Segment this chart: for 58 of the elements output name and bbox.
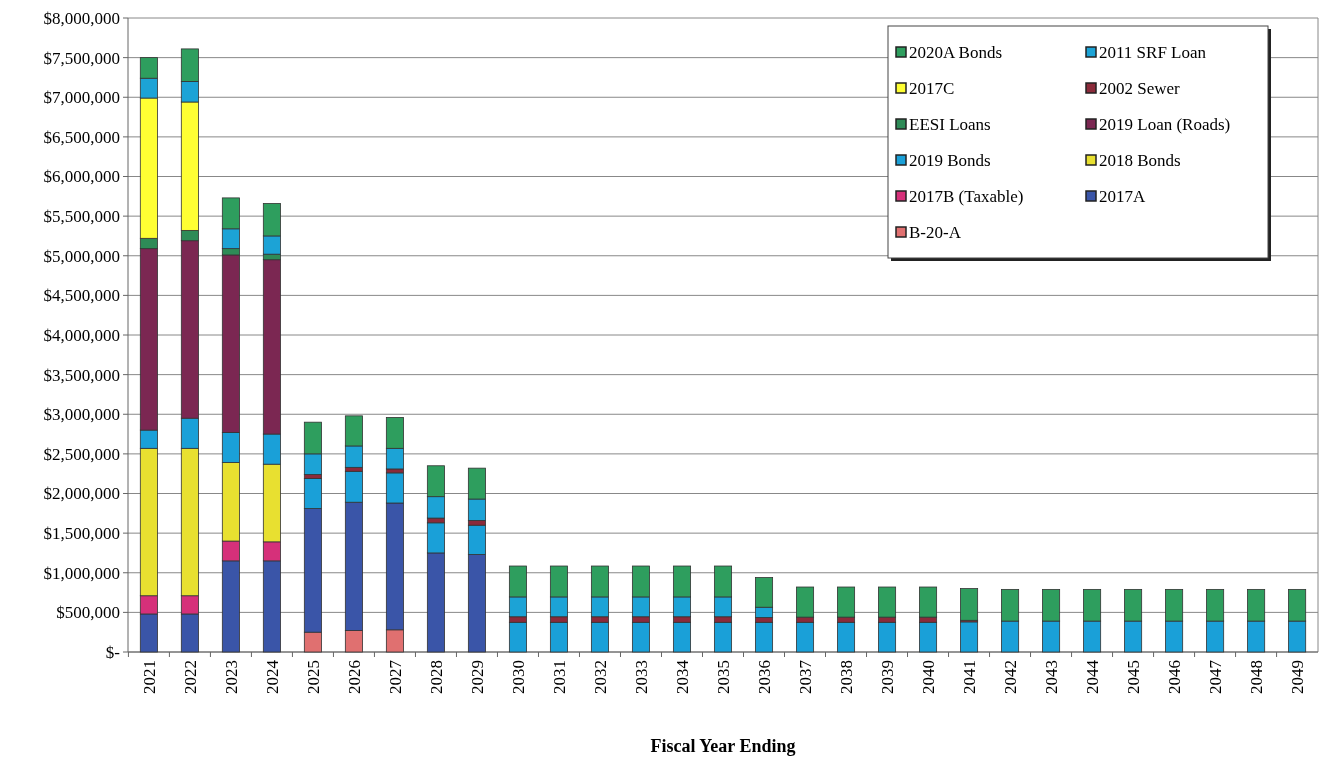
x-tick-label: 2031 [549,660,569,694]
legend-label: 2017A [1099,186,1146,206]
x-tick-label: 2026 [344,660,364,694]
x-tick-label: 2048 [1247,660,1267,694]
x-tick-label: 2023 [221,660,241,694]
legend-label: 2019 Loan (Roads) [1099,114,1231,134]
x-tick-label: 2032 [590,660,610,694]
y-tick-label: $6,000,000 [43,167,120,187]
x-tick-label: 2035 [714,660,733,694]
x-tick-label: 2022 [180,660,200,694]
x-tick-label: 2043 [1042,660,1062,694]
x-tick-label: 2029 [467,660,487,694]
legend-label: EESI Loans [909,114,991,134]
x-tick-label: 2024 [262,659,282,694]
legend-label: 2002 Sewer [1099,78,1181,98]
legend-label: 2018 Bonds [1099,150,1181,170]
x-tick-label: 2037 [796,659,816,694]
x-tick-label: 2049 [1288,660,1308,694]
legend-label: 2011 SRF Loan [1099,42,1207,62]
y-tick-label: $8,000,000 [43,8,120,28]
legend-label: 2017B (Taxable) [909,186,1024,206]
legend-label: 2017C [909,78,955,98]
legend-label: 2020A Bonds [909,42,1003,62]
x-tick-label: 2021 [139,660,159,694]
y-tick-label: $4,000,000 [43,325,120,345]
x-tick-label: 2041 [960,660,980,694]
y-tick-label: $2,000,000 [43,484,120,504]
y-tick-label: $2,500,000 [43,444,120,464]
x-tick-label: 2044 [1083,659,1103,694]
y-tick-label: $1,000,000 [43,563,120,583]
x-tick-label: 2046 [1165,660,1185,694]
y-tick-label: $6,500,000 [43,127,120,147]
legend-label: 2019 Bonds [909,150,991,170]
y-tick-label: $5,000,000 [43,246,120,266]
x-tick-label: 2039 [878,660,898,694]
y-tick-label: $5,500,000 [43,207,120,227]
x-tick-label: 2042 [1001,660,1021,694]
x-tick-label: 2028 [426,660,446,694]
y-tick-label: $1,500,000 [43,524,120,544]
y-tick-label: $500,000 [56,603,120,623]
y-tick-label: $4,500,000 [43,286,120,306]
x-tick-label: 2033 [631,660,651,694]
x-axis-title: Fiscal Year Ending [650,736,796,756]
y-tick-label: $7,000,000 [43,88,120,108]
x-tick-label: 2025 [303,660,323,694]
x-tick-label: 2038 [837,660,857,694]
x-tick-label: 2036 [755,660,775,694]
y-tick-label: $3,500,000 [43,365,120,385]
y-tick-label: $3,000,000 [43,405,120,425]
x-tick-label: 2040 [919,660,939,694]
x-tick-label: 2030 [508,660,528,694]
y-tick-label: $7,500,000 [43,48,120,68]
x-tick-label: 2027 [385,659,405,694]
legend-label: B-20-A [909,222,962,242]
x-tick-label: 2045 [1124,660,1144,694]
x-tick-label: 2034 [672,659,692,694]
y-tick-label: $- [105,642,121,662]
x-tick-label: 2047 [1206,659,1226,694]
